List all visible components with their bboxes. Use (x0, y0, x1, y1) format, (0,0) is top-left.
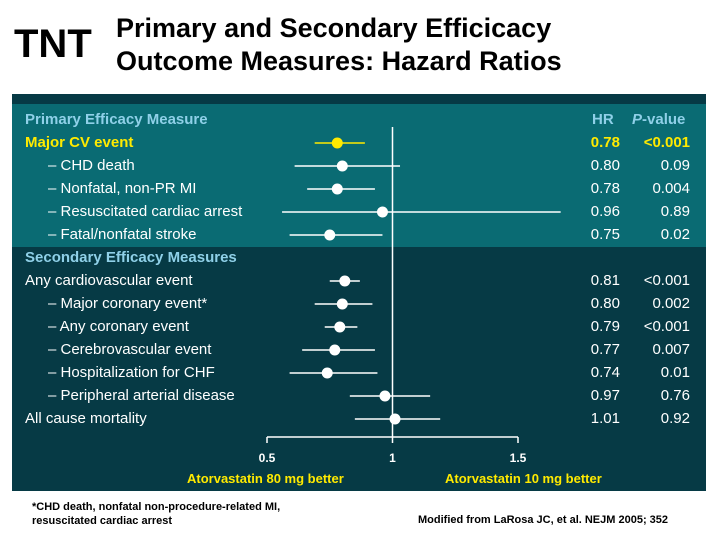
hr-point-9 (321, 367, 333, 379)
p-value-1: 0.09 (660, 157, 690, 174)
right-favor-label: Atorvastatin 10 mg better (445, 471, 602, 486)
x-tick-label-2: 1.5 (509, 451, 527, 465)
hr-point-5 (339, 275, 351, 287)
hr-point-8 (329, 344, 341, 356)
hr-value-2: 0.78 (590, 180, 620, 197)
p-value-6: 0.002 (652, 295, 690, 312)
x-tick-label-1: 1 (389, 451, 396, 465)
p-rest: -value (642, 111, 686, 128)
footnote: *CHD death, nonfatal non-procedure-relat… (32, 500, 280, 528)
hr-value-1: 0.80 (590, 157, 620, 174)
secondary-header: Secondary Efficacy Measures (25, 249, 237, 266)
row-label-5: Any cardiovascular event (25, 272, 193, 289)
p-italic: P (632, 111, 643, 128)
row-label-0: Major CV event (25, 134, 134, 151)
logo: TNT (14, 22, 92, 66)
p-value-2: 0.004 (652, 180, 690, 197)
forest-plot-panel: Primary Efficacy Measure HR P-value Seco… (12, 94, 706, 491)
slide-title-line2: Outcome Measures: Hazard Ratios (116, 46, 562, 76)
p-value-header: P-value (632, 111, 685, 129)
primary-band (12, 104, 706, 247)
footnote-line1: *CHD death, nonfatal non-procedure-relat… (32, 501, 281, 513)
hr-value-4: 0.75 (590, 226, 620, 243)
hr-value-3: 0.96 (590, 203, 620, 220)
row-label-11: All cause mortality (25, 410, 147, 427)
row-label-3: – Resuscitated cardiac arrest (48, 203, 243, 220)
hr-value-10: 0.97 (590, 387, 620, 404)
p-value-3: 0.89 (660, 203, 690, 220)
hr-point-3 (376, 206, 388, 218)
p-value-11: 0.92 (660, 410, 690, 427)
slide-title: Primary and Secondary Efficicacy Outcome… (116, 12, 562, 78)
hr-header: HR (592, 111, 614, 128)
row-label-8: – Cerebrovascular event (48, 341, 212, 358)
row-label-1: – CHD death (48, 157, 135, 174)
hr-value-11: 1.01 (590, 410, 620, 427)
hr-value-6: 0.80 (590, 295, 620, 312)
p-value-7: <0.001 (643, 318, 690, 335)
hr-point-0 (331, 137, 343, 149)
hr-point-2 (331, 183, 343, 195)
hr-value-8: 0.77 (590, 341, 620, 358)
hr-point-7 (334, 321, 346, 333)
slide-title-line1: Primary and Secondary Efficicacy (116, 13, 552, 43)
p-value-0: <0.001 (643, 134, 690, 151)
hr-value-9: 0.74 (590, 364, 620, 381)
source-citation: Modified from LaRosa JC, et al. NEJM 200… (418, 514, 669, 526)
forest-plot (266, 127, 561, 443)
row-label-9: – Hospitalization for CHF (48, 364, 215, 381)
hr-point-10 (379, 390, 391, 402)
hr-point-6 (336, 298, 348, 310)
row-label-7: – Any coronary event (48, 318, 189, 335)
hr-point-1 (336, 160, 348, 172)
primary-header: Primary Efficacy Measure (25, 111, 208, 128)
row-label-4: – Fatal/nonfatal stroke (48, 226, 197, 243)
hr-value-0: 0.78 (590, 134, 620, 151)
p-value-8: 0.007 (652, 341, 690, 358)
row-label-10: – Peripheral arterial disease (48, 387, 235, 404)
hr-value-7: 0.79 (590, 318, 620, 335)
hr-point-11 (389, 413, 401, 425)
p-value-9: 0.01 (660, 364, 690, 381)
row-label-2: – Nonfatal, non-PR MI (48, 180, 197, 197)
hr-point-4 (324, 229, 336, 241)
p-value-4: 0.02 (660, 226, 690, 243)
hr-value-5: 0.81 (590, 272, 620, 289)
row-label-6: – Major coronary event* (48, 295, 208, 312)
left-favor-label: Atorvastatin 80 mg better (187, 471, 344, 486)
footnote-line2: resuscitated cardiac arrest (32, 515, 173, 527)
p-value-10: 0.76 (660, 387, 690, 404)
x-tick-label-0: 0.5 (258, 451, 276, 465)
p-value-5: <0.001 (643, 272, 690, 289)
